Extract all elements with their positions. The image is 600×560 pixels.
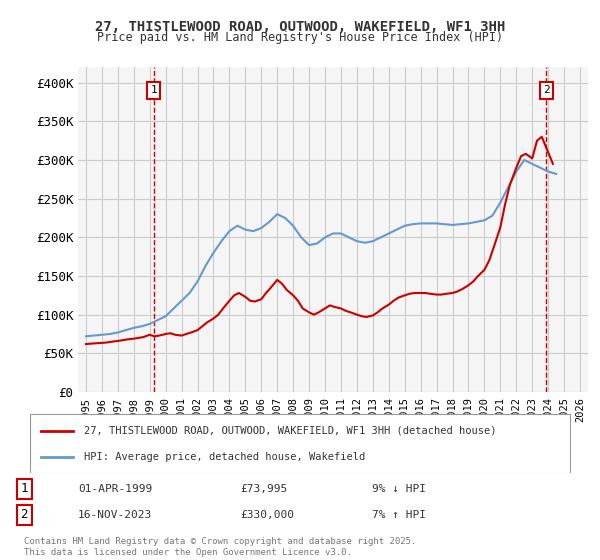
Text: 1: 1 bbox=[151, 86, 157, 95]
Text: 7% ↑ HPI: 7% ↑ HPI bbox=[372, 510, 426, 520]
Text: 1: 1 bbox=[20, 482, 28, 496]
Text: 27, THISTLEWOOD ROAD, OUTWOOD, WAKEFIELD, WF1 3HH (detached house): 27, THISTLEWOOD ROAD, OUTWOOD, WAKEFIELD… bbox=[84, 426, 497, 436]
Text: HPI: Average price, detached house, Wakefield: HPI: Average price, detached house, Wake… bbox=[84, 452, 365, 462]
Text: 27, THISTLEWOOD ROAD, OUTWOOD, WAKEFIELD, WF1 3HH: 27, THISTLEWOOD ROAD, OUTWOOD, WAKEFIELD… bbox=[95, 20, 505, 34]
Text: Contains HM Land Registry data © Crown copyright and database right 2025.
This d: Contains HM Land Registry data © Crown c… bbox=[24, 537, 416, 557]
Text: 9% ↓ HPI: 9% ↓ HPI bbox=[372, 484, 426, 494]
Text: 2: 2 bbox=[20, 508, 28, 521]
Text: Price paid vs. HM Land Registry's House Price Index (HPI): Price paid vs. HM Land Registry's House … bbox=[97, 31, 503, 44]
Text: 01-APR-1999: 01-APR-1999 bbox=[78, 484, 152, 494]
Text: £73,995: £73,995 bbox=[240, 484, 287, 494]
Text: 2: 2 bbox=[543, 86, 550, 95]
Text: £330,000: £330,000 bbox=[240, 510, 294, 520]
Text: 16-NOV-2023: 16-NOV-2023 bbox=[78, 510, 152, 520]
